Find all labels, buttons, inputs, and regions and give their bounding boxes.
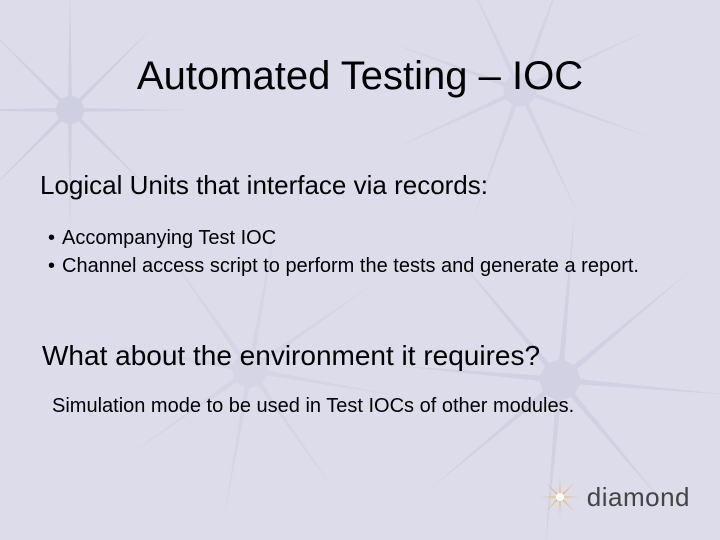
bullet-item: • Accompanying Test IOC — [48, 225, 680, 251]
slide-title: Automated Testing – IOC — [0, 54, 720, 99]
bullet-text: Accompanying Test IOC — [62, 227, 276, 249]
subtitle-logical-units: Logical Units that interface via records… — [40, 170, 488, 201]
subtitle-environment: What about the environment it requires? — [42, 340, 540, 372]
bullet-item: • Channel access script to perform the t… — [48, 253, 680, 279]
body-simulation-mode: Simulation mode to be used in Test IOCs … — [52, 395, 680, 418]
logo-text: diamond — [587, 482, 690, 513]
bullet-mark-icon: • — [48, 253, 62, 279]
diamond-logo-icon — [539, 476, 581, 518]
bullet-mark-icon: • — [48, 225, 62, 251]
bullet-text: Channel access script to perform the tes… — [62, 255, 639, 277]
logo: diamond — [539, 476, 690, 518]
slide: Automated Testing – IOC Logical Units th… — [0, 0, 720, 540]
bullet-list: • Accompanying Test IOC• Channel access … — [48, 225, 680, 281]
